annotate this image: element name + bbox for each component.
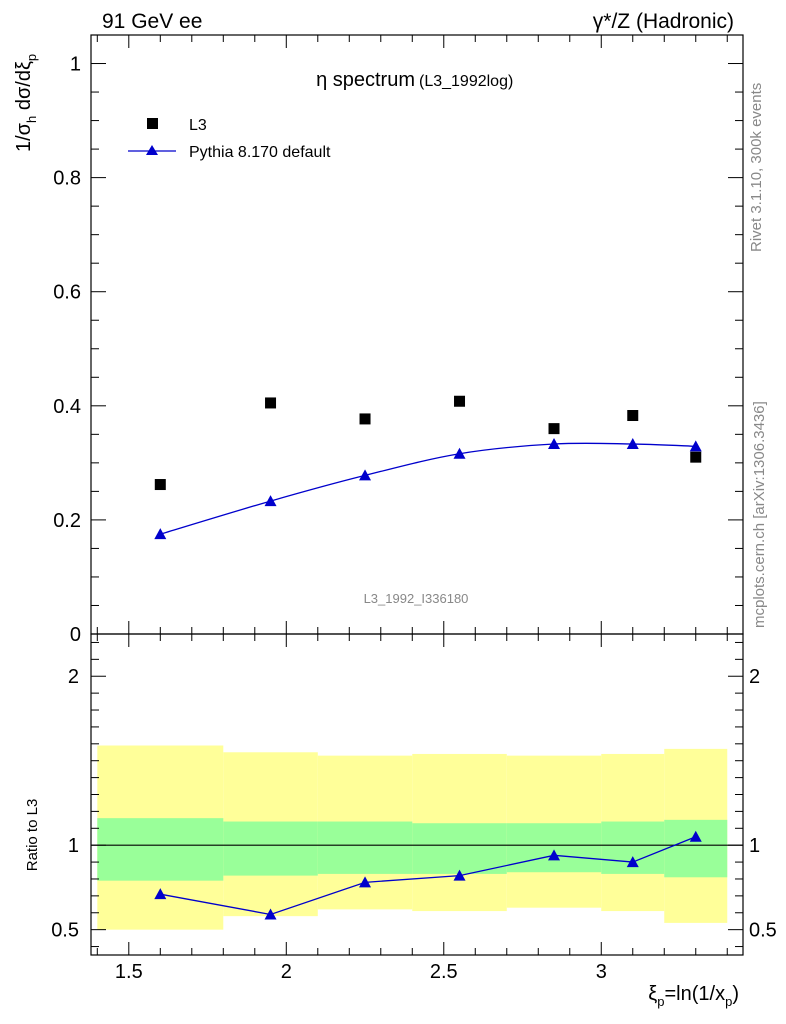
ratio-y-axis-label: Ratio to L3 [24,799,41,872]
ratio-y-tick-label: 2 [68,666,79,688]
ratio-pythia-point [359,876,372,888]
main-panel: 0 0.2 0.4 0.6 0.8 1 η spectrum (L3_1992log) L… [13,34,744,646]
ratio-y-tick-label: 1 [68,835,79,857]
ratio-band-inner-3 [412,823,507,874]
l3-data-point [359,413,371,425]
main-y-tick-label: 1 [70,54,81,76]
main-title: η spectrum [316,69,415,91]
analysis-watermark: L3_1992_I336180 [364,591,469,606]
x-axis-label: ξp=ln(1/xp) [648,983,739,1009]
rivet-info-label: Rivet 3.1.10, 300k events [748,83,765,252]
ratio-band-inner-1 [223,821,318,876]
ratio-y-tick-label: 0.5 [51,920,79,942]
ratio-band-inner-2 [317,821,413,874]
ratio-pythia-point [453,869,466,881]
ratio-pythia-point [689,830,702,842]
ratio-band-inner-4 [506,823,602,873]
l3-data-point [548,423,560,435]
header-right-label: γ*/Z (Hadronic) [593,10,734,33]
header-left-label: 91 GeV ee [102,10,202,33]
pythia-data-point [626,438,639,450]
pythia-curve [160,442,696,535]
ratio-y-tick-label-right: 2 [749,666,760,688]
main-y-tick-label: 0.6 [53,282,81,304]
x-tick-label: 1.5 [115,961,143,983]
l3-data-point [265,397,277,409]
legend-marker-pythia [146,145,158,155]
main-title-suffix: (L3_1992log) [419,73,513,90]
x-tick-label: 2 [281,961,292,983]
main-y-axis-label: 1/σh dσ/dξp [13,54,39,152]
main-y-tick-label: 0.2 [53,510,81,532]
ratio-pythia-point [154,888,167,900]
x-tick-label: 3 [596,961,607,983]
ratio-band-inner-0 [97,818,224,881]
main-y-tick-label: 0 [70,624,81,646]
ratio-pythia-point [548,849,561,861]
pythia-data-point [453,447,466,459]
l3-data-point [454,395,466,407]
legend-label-pythia: Pythia 8.170 default [189,144,331,161]
legend-label-l3: L3 [189,117,207,134]
pythia-data-point [264,495,277,507]
main-y-tick-label: 0.4 [53,396,81,418]
pythia-data-point [154,528,167,540]
ratio-panel: 1.5 2 2.5 3 0.5 0.5 1 1 2 2 Ratio to L3 ξp=ln(1/x… [24,633,777,1009]
ratio-pythia-point [264,908,277,920]
ratio-y-tick-label-right: 0.5 [749,920,777,942]
l3-data-point [690,451,702,463]
legend: L3 Pythia 8.170 default [128,117,331,161]
l3-data-point [627,410,639,422]
ratio-y-tick-label-right: 1 [749,835,760,857]
pythia-data-point [548,438,561,450]
pythia-data-point [359,469,372,481]
legend-marker-l3 [147,118,158,129]
source-info-label: mcplots.cern.ch [arXiv:1306.3436] [751,401,768,628]
x-tick-label: 2.5 [430,961,458,983]
ratio-band-inner-6 [664,819,728,878]
l3-data-point [154,479,166,491]
ratio-pythia-point [626,856,639,868]
main-y-tick-label: 0.8 [53,168,81,190]
pythia-data-point [689,440,702,452]
